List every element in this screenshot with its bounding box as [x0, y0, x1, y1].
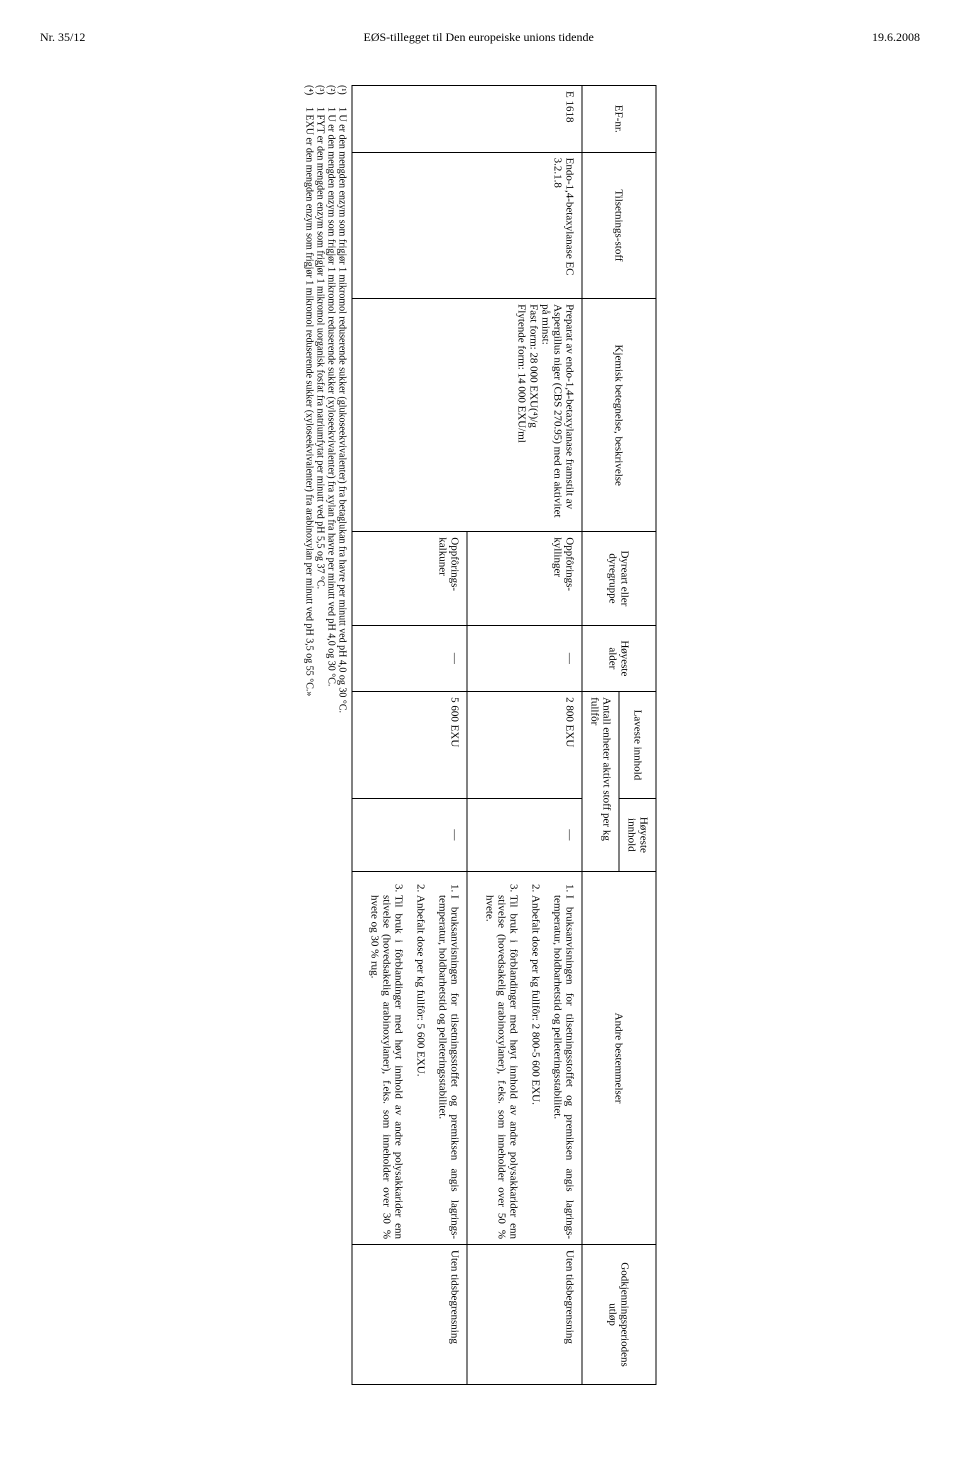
col-header-andre: Andre bestemmelser [582, 872, 656, 1245]
footnote: (⁴) 1 EXU er den mengden enzym som frigj… [304, 85, 315, 1385]
andre-item: I bruksanvisningen for tilset­nings­stof… [437, 895, 461, 1239]
cell-andre: I bruksanvisningen for tilset­nings­stof… [467, 872, 582, 1245]
table-row: E 1618 Endo-1,4-betaxylanase EC 3.2.1.8 … [467, 86, 582, 1385]
kjemisk-line: Preparat av endo-1,4-betaxylanase framst… [540, 304, 576, 526]
footnote-number: (³) [315, 85, 326, 107]
footnote: (¹) 1 U er den mengden enzym som frigjør… [337, 85, 348, 1385]
footnote-text: 1 U er den mengden enzym som frigjør 1 m… [326, 107, 337, 686]
col-header-hoyeste-innhold: Høyeste innhold [619, 798, 656, 871]
cell-hoyeste-alder: — [467, 625, 582, 692]
cell-godkj: Uten tidsbegrensning [352, 1245, 467, 1385]
col-header-kjemisk: Kjemisk betegnelse, beskrivelse [582, 299, 656, 532]
footnotes: (¹) 1 U er den mengden enzym som frigjør… [304, 85, 348, 1385]
cell-laveste: 5 600 EXU [352, 692, 467, 799]
cell-laveste: 2 800 EXU [467, 692, 582, 799]
kjemisk-line: Fast form: 28 000 EXU(⁴)/g [528, 304, 540, 526]
andre-item: I bruksanvisningen for tilset­nings­stof… [552, 895, 576, 1239]
col-header-laveste: Laveste innhold [619, 692, 656, 799]
cell-andre: I bruksanvisningen for tilset­nings­stof… [352, 872, 467, 1245]
col-header-tilsetning: Tilsetnings-stoff [582, 152, 656, 299]
col-header-dyreart: Dyreart eller dyregruppe [582, 532, 656, 625]
cell-dyreart: Oppfôrings-kalkuner [352, 532, 467, 625]
rotated-content-wrapper: EF-nr. Tilsetnings-stoff Kjemisk betegne… [40, 85, 920, 1385]
cell-kjemisk: Preparat av endo-1,4-betaxylanase framst… [352, 299, 582, 532]
footnote-text: 1 FYT er den mengden enzym som frigjør 1… [315, 107, 326, 589]
col-header-godkj: Godkjenningsperiodens utløp [582, 1245, 656, 1385]
andre-list: I bruksanvisningen for tilset­nings­stof… [484, 877, 576, 1239]
cell-efnr: E 1618 [352, 86, 582, 153]
page-header-left: Nr. 35/12 [40, 30, 85, 45]
footnote-number: (²) [326, 85, 337, 107]
col-header-units: Antall enheter aktivt stoff per kg fullf… [582, 692, 619, 872]
additive-table: EF-nr. Tilsetnings-stoff Kjemisk betegne… [352, 85, 657, 1385]
footnote: (³) 1 FYT er den mengden enzym som frigj… [315, 85, 326, 1385]
cell-dyreart: Oppfôrings-kyllinger [467, 532, 582, 625]
andre-item: Til bruk i fôrblandinger med høyt innhol… [369, 895, 405, 1239]
footnote: (²) 1 U er den mengden enzym som frigjør… [326, 85, 337, 1385]
page-header-right: 19.6.2008 [872, 30, 920, 45]
page-header-center: EØS-tillegget til Den europeiske unions … [85, 30, 872, 45]
footnote-number: (⁴) [304, 85, 315, 107]
cell-hoyeste-innhold: — [467, 798, 582, 871]
page-header: Nr. 35/12 EØS-tillegget til Den europeis… [40, 30, 920, 45]
rotated-content-inner: EF-nr. Tilsetnings-stoff Kjemisk betegne… [304, 85, 657, 1385]
andre-list: I bruksanvisningen for tilset­nings­stof… [369, 877, 461, 1239]
kjemisk-line: Flytende form: 14 000 EXU/ml [516, 304, 528, 526]
table-header-row-1: EF-nr. Tilsetnings-stoff Kjemisk betegne… [619, 86, 656, 1385]
col-header-hoyeste-alder: Høyeste alder [582, 625, 656, 692]
footnote-text: 1 EXU er den mengden enzym som frigjør 1… [304, 107, 315, 696]
andre-item: Anbefalt dose per kg fullfôr: 5 600 EXU. [415, 895, 427, 1239]
footnote-number: (¹) [337, 85, 348, 107]
col-header-efnr: EF-nr. [582, 86, 656, 153]
footnote-text: 1 U er den mengden enzym som frigjør 1 m… [337, 107, 348, 713]
andre-item: Til bruk i fôrblandinger med høyt innhol… [484, 895, 520, 1239]
cell-tilsetning: Endo-1,4-betaxylanase EC 3.2.1.8 [352, 152, 582, 299]
andre-item: Anbefalt dose per kg fullfôr: 2 800-5 60… [530, 895, 542, 1239]
cell-hoyeste-innhold: — [352, 798, 467, 871]
cell-hoyeste-alder: — [352, 625, 467, 692]
cell-godkj: Uten tidsbegrensning [467, 1245, 582, 1385]
